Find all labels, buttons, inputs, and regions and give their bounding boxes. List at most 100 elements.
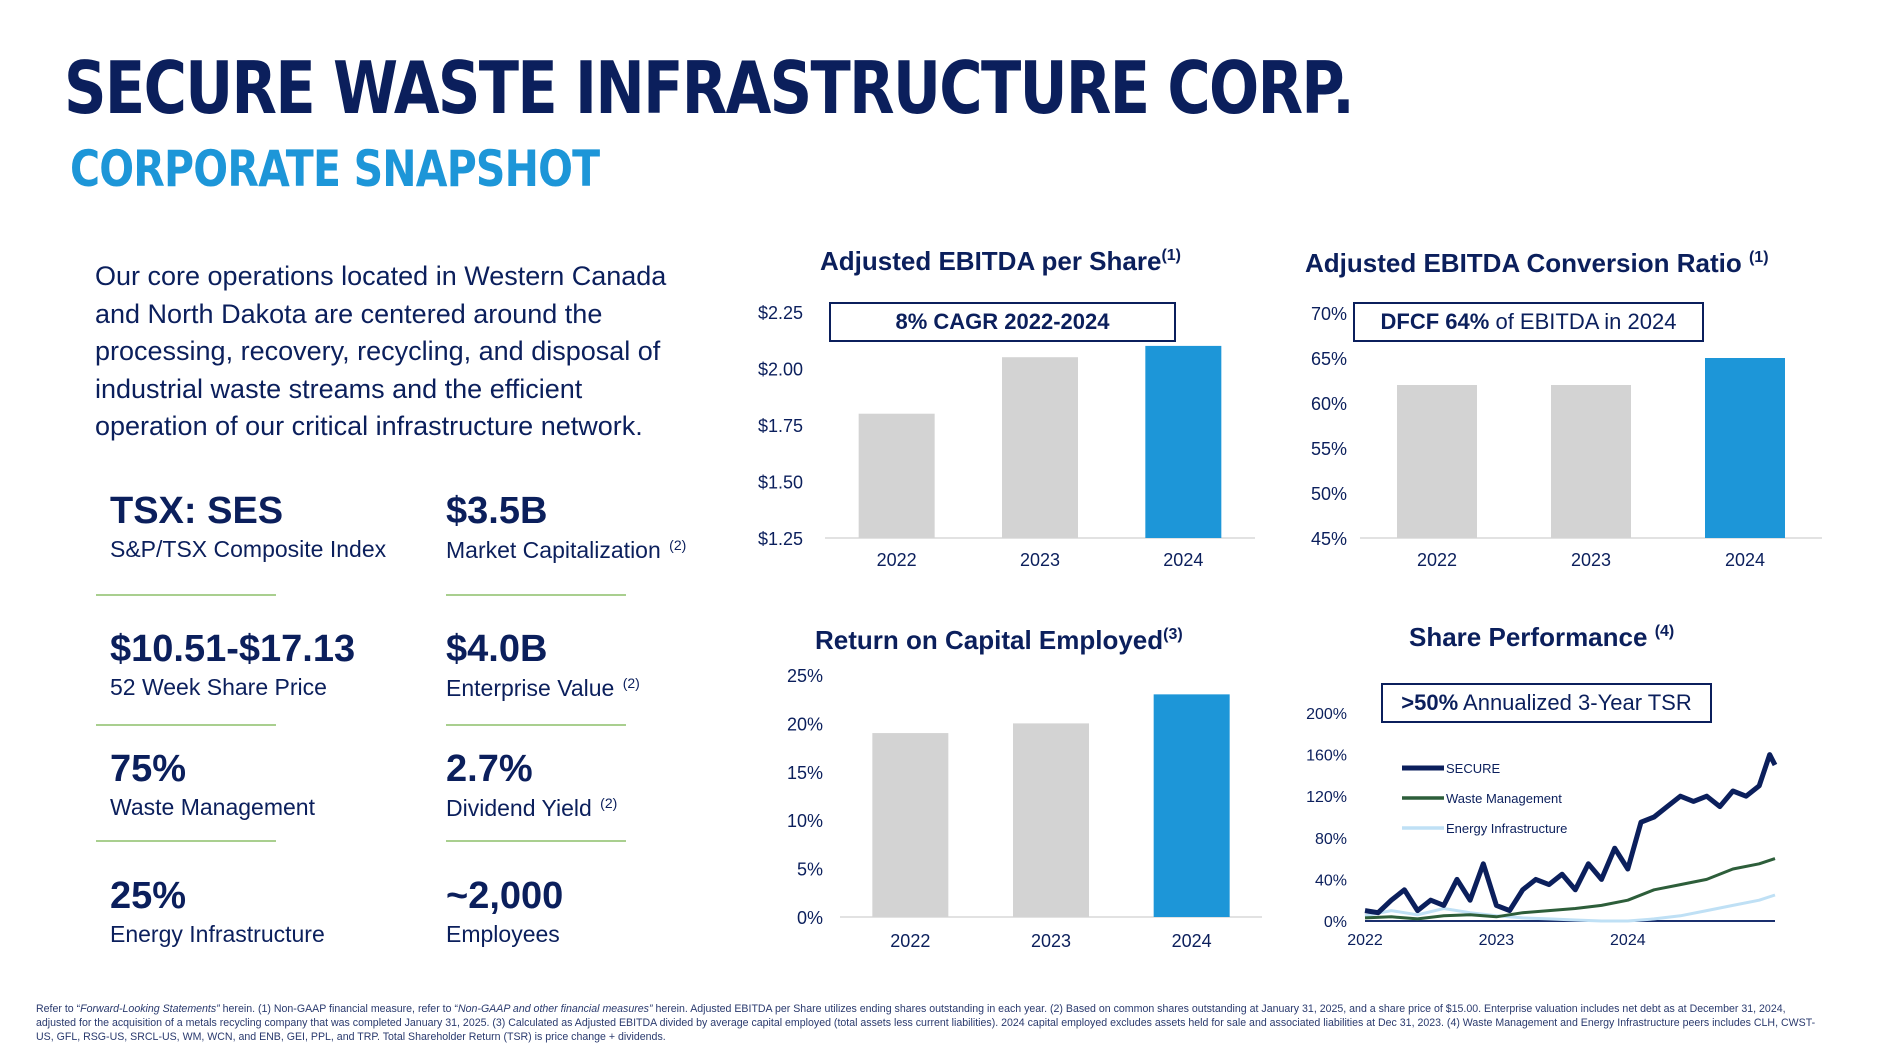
- stat-market-cap: $3.5B Market Capitalization (2): [446, 492, 746, 562]
- bar-2024: [1705, 358, 1785, 538]
- divider: [446, 594, 626, 596]
- bar-2023: [1551, 385, 1631, 538]
- bar-2022: [1397, 385, 1477, 538]
- stat-value: TSX: SES: [110, 490, 284, 532]
- stat-label-text: Enterprise Value: [446, 675, 615, 701]
- divider: [446, 724, 626, 726]
- footnote-ref: (1): [1748, 249, 1769, 266]
- chart-title-roce: Return on Capital Employed(3): [815, 625, 1183, 655]
- stat-label: Energy Infrastructure: [110, 921, 325, 947]
- stat-dividend-yield: 2.7% Dividend Yield (2): [446, 750, 746, 820]
- footnote-text-italic: Non-GAAP and other financial measures”: [457, 1003, 653, 1015]
- bar-2023: [1013, 723, 1089, 917]
- y-tick-label: 80%: [1315, 831, 1347, 848]
- chart-title-text: Adjusted EBITDA Conversion Ratio: [1305, 248, 1742, 278]
- x-tick-label: 2024: [1172, 931, 1212, 951]
- y-tick-label: 20%: [787, 714, 823, 734]
- footnote-text: Refer to “: [36, 1003, 81, 1015]
- callout-text: Annualized 3-Year TSR: [1458, 690, 1692, 715]
- y-tick-label: 120%: [1306, 789, 1347, 806]
- footnote-ref: (1): [1161, 247, 1181, 264]
- stat-value: $3.5B: [446, 490, 548, 532]
- x-tick-label: 2023: [1020, 550, 1060, 570]
- callout-bold: >50%: [1401, 690, 1459, 715]
- stat-label-text: Dividend Yield: [446, 795, 592, 821]
- bar-2024: [1145, 345, 1222, 538]
- stat-label: Market Capitalization (2): [446, 538, 746, 562]
- footnote-ref: (2): [669, 537, 687, 553]
- stat-label: Employees: [446, 921, 560, 947]
- chart-title-conversion-ratio: Adjusted EBITDA Conversion Ratio (1): [1305, 248, 1769, 278]
- stat-value: 25%: [110, 875, 187, 917]
- stat-label: S&P/TSX Composite Index: [110, 536, 387, 562]
- series-line-secure: [1364, 752, 1778, 916]
- y-tick-label: $1.25: [758, 529, 803, 549]
- y-tick-label: 70%: [1311, 304, 1347, 324]
- y-tick-label: 55%: [1311, 439, 1347, 459]
- stat-value: ~2,000: [446, 875, 564, 917]
- chart-title-text: Return on Capital Employed: [815, 625, 1164, 655]
- stat-enterprise-value: $4.0B Enterprise Value (2): [446, 630, 746, 700]
- footnote-ref: (4): [1654, 623, 1675, 640]
- divider: [446, 840, 626, 842]
- x-tick-label: 2022: [890, 931, 930, 951]
- stat-value: $4.0B: [446, 628, 548, 670]
- callout-text: of EBITDA in 2024: [1489, 309, 1677, 334]
- stat-value: $10.51-$17.13: [110, 628, 356, 670]
- y-tick-label: 5%: [797, 860, 823, 880]
- y-tick-label: $1.75: [758, 416, 803, 436]
- divider: [96, 724, 276, 726]
- chart-title-share-performance: Share Performance (4): [1409, 622, 1675, 652]
- stat-value: 2.7%: [446, 748, 533, 790]
- divider: [96, 840, 276, 842]
- legend-label: SECURE: [1446, 761, 1501, 776]
- stat-label: Enterprise Value (2): [446, 676, 746, 700]
- page-title: SECURE WASTE INFRASTRUCTURE CORP.: [64, 46, 1355, 130]
- y-tick-label: 65%: [1311, 349, 1347, 369]
- x-tick-label: 2022: [877, 550, 917, 570]
- callout-cagr: 8% CAGR 2022-2024: [829, 302, 1176, 342]
- y-tick-label: 45%: [1311, 529, 1347, 549]
- stat-value: 75%: [110, 748, 187, 790]
- page-subtitle: CORPORATE SNAPSHOT: [70, 140, 600, 198]
- footnote-ref: (2): [622, 675, 640, 691]
- stat-energy-infrastructure: 25% Energy Infrastructure: [110, 877, 410, 946]
- x-tick-label: 2024: [1163, 550, 1203, 570]
- chart-title-ebitda-per-share: Adjusted EBITDA per Share(1): [820, 247, 1181, 275]
- y-tick-label: $2.00: [758, 360, 803, 380]
- stat-label: Dividend Yield (2): [446, 796, 746, 820]
- y-tick-label: 25%: [787, 666, 823, 686]
- footnote-ref: (3): [1163, 626, 1183, 643]
- y-tick-label: 200%: [1306, 706, 1347, 723]
- y-tick-label: 10%: [787, 811, 823, 831]
- series-line-energy-infrastructure: [1364, 893, 1776, 923]
- y-tick-label: 160%: [1306, 748, 1347, 765]
- divider: [96, 594, 276, 596]
- y-tick-label: $1.50: [758, 473, 803, 493]
- footnote-ref: (2): [600, 795, 618, 811]
- footnote: Refer to “Forward-Looking Statements” he…: [36, 1002, 1816, 1044]
- x-tick-label: 2022: [1347, 932, 1383, 949]
- footnote-text: herein. (1) Non-GAAP financial measure, …: [219, 1003, 458, 1015]
- y-tick-label: 15%: [787, 763, 823, 783]
- y-tick-label: 50%: [1311, 484, 1347, 504]
- chart-title-text: Share Performance: [1409, 622, 1648, 652]
- stat-waste-management: 75% Waste Management: [110, 750, 410, 819]
- x-tick-label: 2024: [1610, 932, 1646, 949]
- footnote-text: herein. Adjusted EBITDA per Share utiliz…: [36, 1003, 1816, 1043]
- x-tick-label: 2023: [1571, 550, 1611, 570]
- y-tick-label: 60%: [1311, 394, 1347, 414]
- callout-dfcf: DFCF 64% of EBITDA in 2024: [1353, 302, 1704, 342]
- y-tick-label: 0%: [797, 908, 823, 928]
- x-tick-label: 2022: [1417, 550, 1457, 570]
- y-tick-label: 40%: [1315, 872, 1347, 889]
- callout-bold: DFCF 64%: [1380, 309, 1490, 334]
- footnote-text-italic: Forward-Looking Statements”: [80, 1003, 220, 1015]
- y-tick-label: 0%: [1324, 914, 1347, 931]
- series-line-waste-management: [1364, 857, 1776, 921]
- y-tick-label: $2.25: [758, 303, 803, 323]
- bar-2024: [1153, 694, 1230, 917]
- stat-employees: ~2,000 Employees: [446, 877, 746, 946]
- bar-2022: [872, 733, 949, 917]
